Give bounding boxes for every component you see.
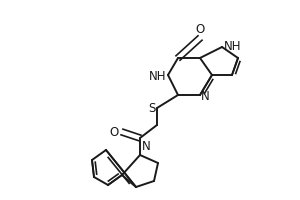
Text: O: O xyxy=(195,23,205,36)
Text: S: S xyxy=(148,102,156,116)
Text: O: O xyxy=(110,127,119,140)
Text: N: N xyxy=(201,90,210,104)
Text: NH: NH xyxy=(224,40,242,52)
Text: NH: NH xyxy=(148,70,166,82)
Text: N: N xyxy=(142,140,151,153)
